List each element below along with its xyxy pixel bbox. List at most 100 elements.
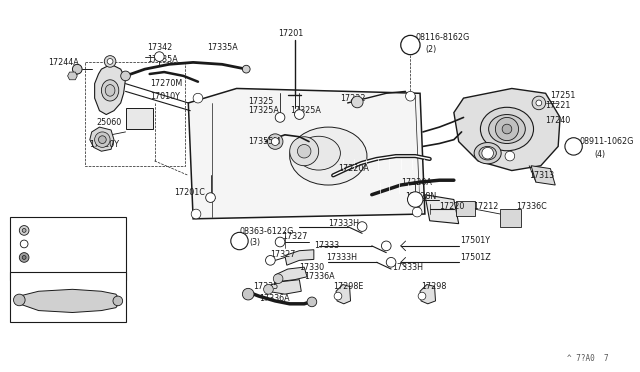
- Polygon shape: [336, 285, 351, 304]
- Polygon shape: [90, 127, 114, 151]
- Text: 17220: 17220: [440, 202, 465, 211]
- Circle shape: [408, 192, 423, 207]
- Circle shape: [205, 193, 215, 202]
- Ellipse shape: [290, 127, 367, 185]
- Circle shape: [536, 100, 541, 106]
- Text: 17335: 17335: [253, 282, 278, 291]
- Polygon shape: [266, 280, 301, 294]
- Bar: [10, 272, 125, 322]
- Ellipse shape: [101, 80, 119, 101]
- Text: 17270M: 17270M: [150, 79, 182, 88]
- Bar: [456, 202, 475, 216]
- Ellipse shape: [297, 136, 340, 170]
- Text: 08116-8162G: 08116-8162G: [415, 33, 470, 42]
- Text: 17333H: 17333H: [326, 253, 357, 262]
- Circle shape: [565, 138, 582, 155]
- Text: 17201: 17201: [278, 29, 303, 38]
- Circle shape: [273, 274, 283, 283]
- Polygon shape: [531, 166, 556, 185]
- Circle shape: [298, 144, 311, 158]
- Text: 17501Z: 17501Z: [461, 253, 492, 262]
- Circle shape: [243, 65, 250, 73]
- Text: 17201C: 17201C: [174, 188, 205, 197]
- Text: 17342: 17342: [147, 44, 172, 52]
- Circle shape: [19, 253, 29, 262]
- Circle shape: [22, 256, 26, 259]
- Circle shape: [387, 257, 396, 267]
- Circle shape: [154, 52, 164, 61]
- Circle shape: [307, 297, 317, 307]
- Text: 17010Y: 17010Y: [150, 92, 180, 101]
- Polygon shape: [420, 285, 435, 304]
- Circle shape: [72, 64, 82, 74]
- Circle shape: [99, 136, 106, 144]
- Text: 17212: 17212: [473, 202, 499, 211]
- Text: 17325: 17325: [248, 96, 273, 106]
- Text: 17240: 17240: [546, 116, 571, 125]
- Circle shape: [191, 209, 201, 219]
- Text: 17336A: 17336A: [304, 272, 335, 281]
- Circle shape: [243, 288, 254, 300]
- Circle shape: [271, 138, 279, 145]
- Bar: [125, 108, 152, 129]
- Text: 25060: 25060: [97, 118, 122, 127]
- Circle shape: [495, 118, 518, 141]
- Text: 17201B: 17201B: [35, 240, 64, 248]
- Circle shape: [532, 96, 546, 110]
- Text: B: B: [403, 41, 410, 49]
- Circle shape: [418, 292, 426, 300]
- Text: 17313: 17313: [529, 171, 554, 180]
- Circle shape: [266, 256, 275, 265]
- Circle shape: [357, 222, 367, 231]
- Text: 17298: 17298: [421, 282, 447, 291]
- Circle shape: [104, 56, 116, 67]
- Text: S: S: [233, 237, 238, 246]
- Polygon shape: [425, 195, 459, 224]
- Text: 17333: 17333: [314, 241, 339, 250]
- Text: (2): (2): [425, 45, 436, 54]
- Circle shape: [107, 58, 113, 64]
- Text: 17326B: 17326B: [12, 280, 41, 289]
- Text: 08363-6122G: 08363-6122G: [239, 227, 294, 236]
- Circle shape: [505, 151, 515, 161]
- Circle shape: [121, 71, 131, 81]
- Circle shape: [268, 134, 283, 149]
- Text: 17355M: 17355M: [248, 137, 280, 146]
- Text: 17311: 17311: [35, 226, 59, 235]
- Circle shape: [20, 240, 28, 248]
- Text: 17201A: 17201A: [35, 253, 64, 262]
- Text: 17220A: 17220A: [401, 178, 431, 187]
- Circle shape: [275, 113, 285, 122]
- Polygon shape: [68, 72, 77, 80]
- Text: 17330: 17330: [300, 263, 324, 272]
- Text: 17228N: 17228N: [406, 192, 437, 201]
- Bar: [10, 217, 125, 280]
- Text: 17327: 17327: [282, 232, 307, 241]
- Circle shape: [482, 147, 493, 159]
- Circle shape: [275, 237, 285, 247]
- Text: 17251: 17251: [550, 91, 576, 100]
- Text: (3): (3): [249, 238, 260, 247]
- Polygon shape: [285, 250, 314, 265]
- Text: 17336C: 17336C: [516, 202, 547, 211]
- Text: 08911-1062G: 08911-1062G: [579, 137, 634, 146]
- Text: 17201A: 17201A: [35, 253, 64, 262]
- Circle shape: [412, 207, 422, 217]
- Text: 17201B: 17201B: [35, 240, 64, 248]
- Circle shape: [290, 137, 319, 166]
- Text: 17336A: 17336A: [259, 294, 289, 302]
- Text: 17244A: 17244A: [48, 58, 79, 67]
- Circle shape: [19, 225, 29, 235]
- Text: 17333H: 17333H: [392, 263, 423, 272]
- Circle shape: [13, 294, 25, 306]
- Text: 17221: 17221: [546, 101, 571, 110]
- Ellipse shape: [105, 84, 115, 96]
- Ellipse shape: [474, 142, 501, 164]
- Text: 17220A: 17220A: [338, 164, 369, 173]
- Text: 17020Y: 17020Y: [89, 140, 119, 149]
- Polygon shape: [188, 89, 425, 219]
- Text: 17327: 17327: [270, 250, 296, 259]
- Text: 17298E: 17298E: [333, 282, 364, 291]
- Text: 17311: 17311: [35, 226, 59, 235]
- Polygon shape: [15, 289, 121, 312]
